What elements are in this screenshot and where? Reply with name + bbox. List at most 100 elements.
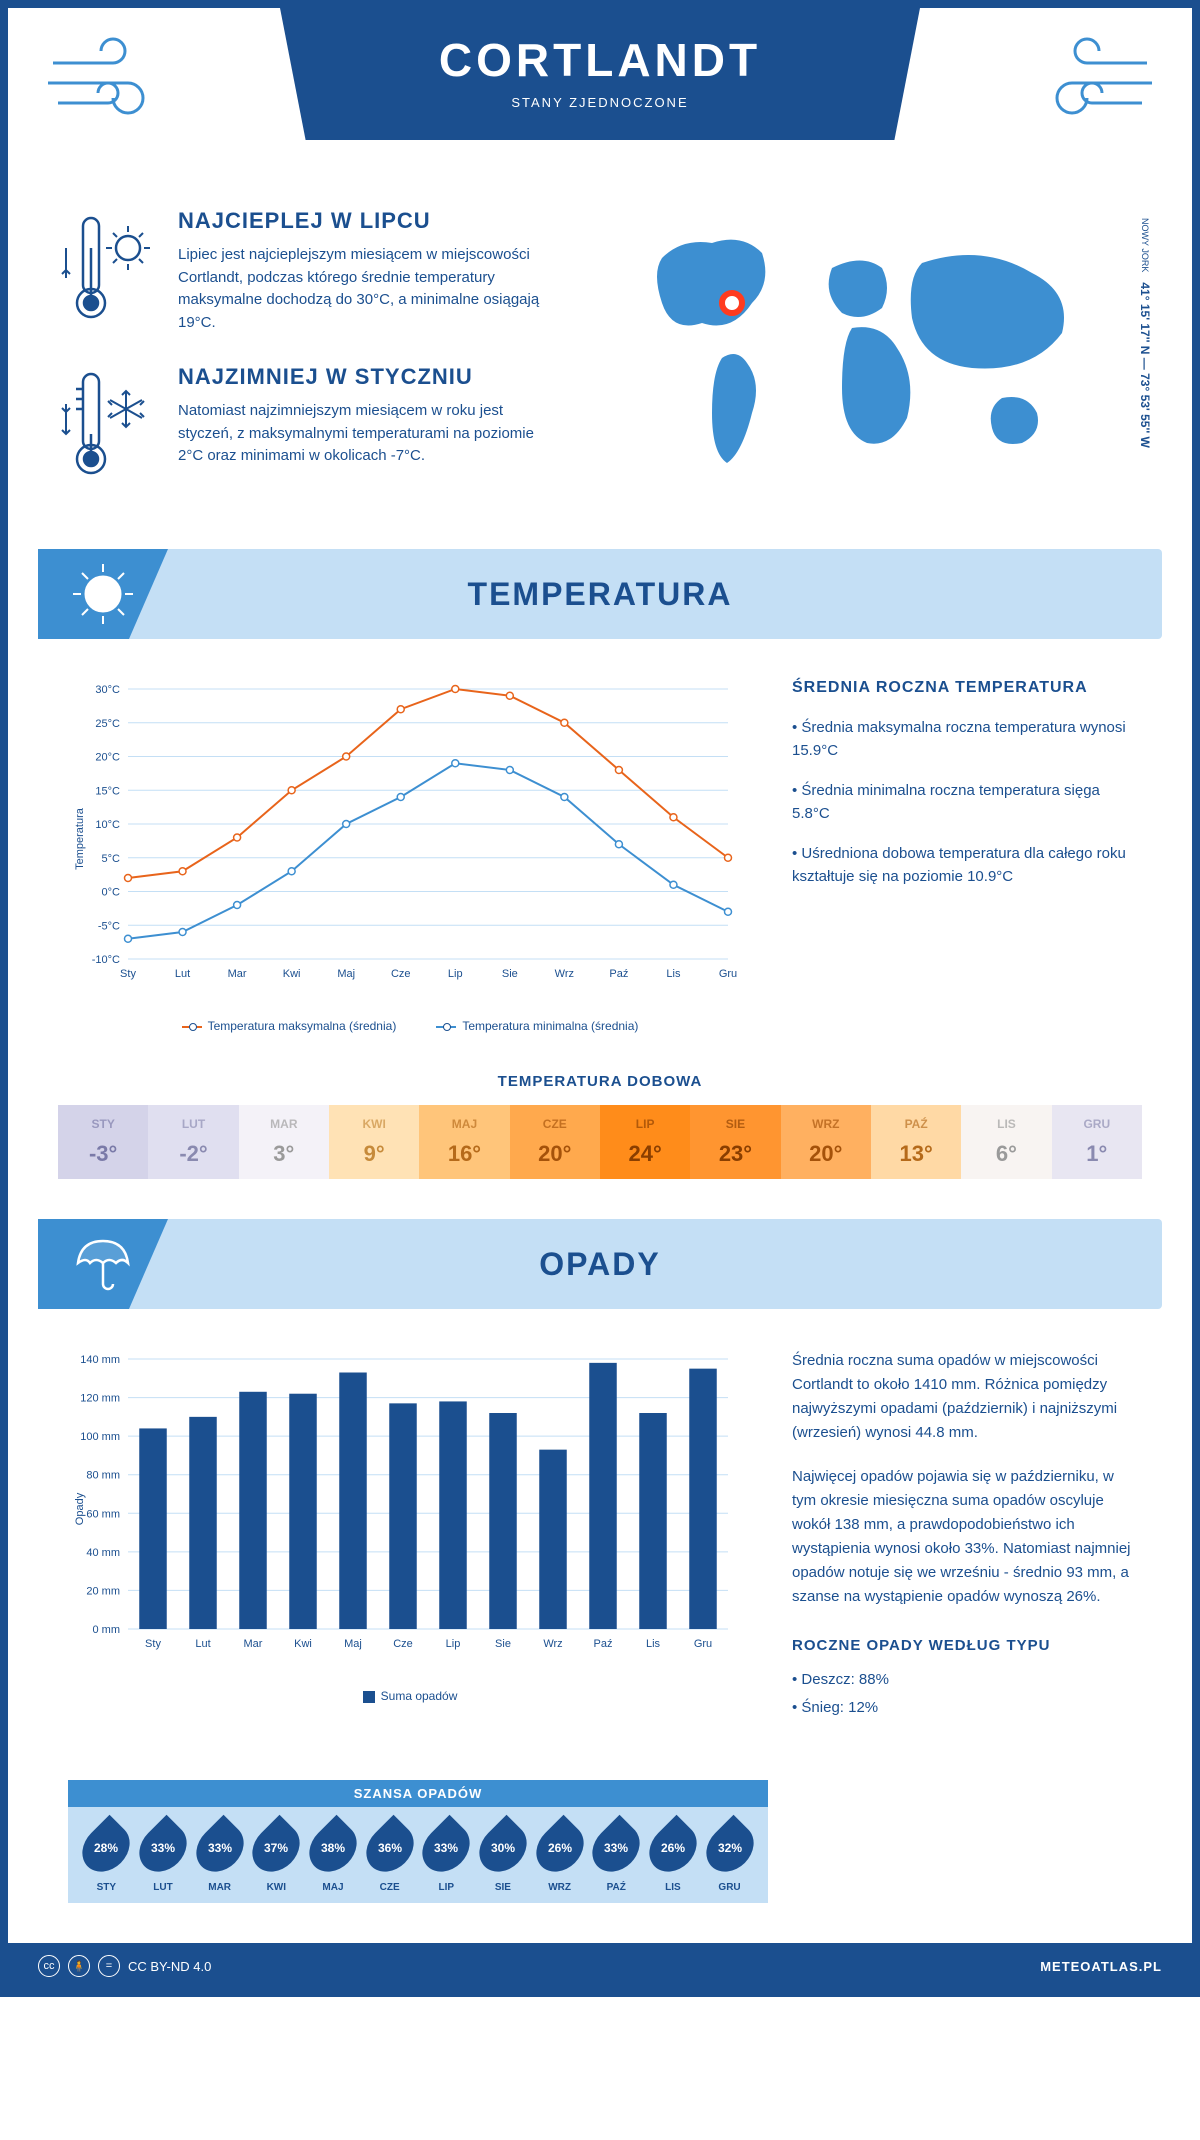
svg-text:20°C: 20°C bbox=[95, 752, 120, 764]
svg-text:-10°C: -10°C bbox=[92, 954, 120, 966]
svg-text:Maj: Maj bbox=[337, 968, 355, 980]
precip-chance-box: SZANSA OPADÓW 28%STY33%LUT33%MAR37%KWI38… bbox=[68, 1780, 768, 1903]
chance-drop: 37%KWI bbox=[255, 1822, 297, 1893]
city-name: CORTLANDT bbox=[280, 33, 920, 87]
temperature-chart: -10°C-5°C0°C5°C10°C15°C20°C25°C30°CStyLu… bbox=[68, 679, 752, 1033]
precip-legend: Suma opadów bbox=[68, 1689, 752, 1703]
cc-icon: cc bbox=[38, 1955, 60, 1977]
daily-cell: CZE20° bbox=[510, 1105, 600, 1179]
precip-title: OPADY bbox=[539, 1246, 660, 1283]
svg-text:Lut: Lut bbox=[175, 968, 190, 980]
svg-text:Lip: Lip bbox=[446, 1638, 461, 1650]
license: cc 🧍 = CC BY-ND 4.0 bbox=[38, 1955, 211, 1977]
umbrella-icon bbox=[38, 1219, 168, 1309]
svg-text:Lip: Lip bbox=[448, 968, 463, 980]
precip-info: Średnia roczna suma opadów w miejscowośc… bbox=[792, 1349, 1132, 1740]
svg-text:Opady: Opady bbox=[74, 1492, 86, 1525]
chance-drop: 30%SIE bbox=[482, 1822, 524, 1893]
svg-text:Gru: Gru bbox=[719, 968, 737, 980]
header: CORTLANDT STANY ZJEDNOCZONE bbox=[8, 8, 1192, 208]
chance-drop: 26%LIS bbox=[652, 1822, 694, 1893]
chance-title: SZANSA OPADÓW bbox=[68, 1780, 768, 1807]
thermometer-hot-icon bbox=[58, 208, 158, 334]
daily-temp-title: TEMPERATURA DOBOWA bbox=[8, 1073, 1192, 1090]
intro-section: NAJCIEPLEJ W LIPCU Lipiec jest najcieple… bbox=[8, 208, 1192, 549]
wind-icon-right bbox=[1027, 33, 1157, 128]
svg-text:140 mm: 140 mm bbox=[80, 1354, 120, 1366]
svg-text:Gru: Gru bbox=[694, 1638, 712, 1650]
svg-text:Mar: Mar bbox=[244, 1638, 263, 1650]
chance-drop: 33%LUT bbox=[142, 1822, 184, 1893]
chance-drop: 33%PAŹ bbox=[595, 1822, 637, 1893]
wind-icon-left bbox=[43, 33, 173, 128]
svg-text:Cze: Cze bbox=[391, 968, 411, 980]
by-icon: 🧍 bbox=[68, 1955, 90, 1977]
svg-text:Mar: Mar bbox=[228, 968, 247, 980]
svg-text:0 mm: 0 mm bbox=[93, 1624, 121, 1636]
country-name: STANY ZJEDNOCZONE bbox=[280, 95, 920, 110]
daily-cell: WRZ20° bbox=[781, 1105, 871, 1179]
temperature-title: TEMPERATURA bbox=[468, 576, 733, 613]
svg-text:30°C: 30°C bbox=[95, 684, 120, 696]
svg-text:Lis: Lis bbox=[646, 1638, 661, 1650]
daily-cell: PAŹ13° bbox=[871, 1105, 961, 1179]
svg-text:Wrz: Wrz bbox=[555, 968, 574, 980]
svg-text:60 mm: 60 mm bbox=[86, 1508, 120, 1520]
precip-chart: 0 mm 20 mm 40 mm 60 mm 80 mm 100 mm 120 mm 140 … bbox=[68, 1349, 752, 1740]
coordinates: NOWY JORK 41° 15' 17'' N — 73° 53' 55'' … bbox=[1138, 218, 1152, 448]
daily-cell: GRU1° bbox=[1052, 1105, 1142, 1179]
daily-cell: MAR3° bbox=[239, 1105, 329, 1179]
svg-text:Temperatura: Temperatura bbox=[74, 807, 86, 870]
svg-text:40 mm: 40 mm bbox=[86, 1547, 120, 1559]
daily-cell: MAJ16° bbox=[419, 1105, 509, 1179]
precip-section-header: OPADY bbox=[38, 1219, 1162, 1309]
coldest-block: NAJZIMNIEJ W STYCZNIU Natomiast najzimni… bbox=[58, 364, 592, 489]
nd-icon: = bbox=[98, 1955, 120, 1977]
sun-icon bbox=[38, 549, 168, 639]
chance-drop: 36%CZE bbox=[369, 1822, 411, 1893]
chance-drop: 26%WRZ bbox=[539, 1822, 581, 1893]
daily-cell: LIP24° bbox=[600, 1105, 690, 1179]
temperature-section-header: TEMPERATURA bbox=[38, 549, 1162, 639]
hottest-block: NAJCIEPLEJ W LIPCU Lipiec jest najcieple… bbox=[58, 208, 592, 334]
title-banner: CORTLANDT STANY ZJEDNOCZONE bbox=[280, 8, 920, 140]
svg-text:Kwi: Kwi bbox=[294, 1638, 312, 1650]
footer: cc 🧍 = CC BY-ND 4.0 METEOATLAS.PL bbox=[8, 1943, 1192, 1989]
svg-text:Maj: Maj bbox=[344, 1638, 362, 1650]
svg-text:Kwi: Kwi bbox=[283, 968, 301, 980]
daily-cell: LIS6° bbox=[961, 1105, 1051, 1179]
svg-text:Wrz: Wrz bbox=[543, 1638, 562, 1650]
site-name: METEOATLAS.PL bbox=[1040, 1959, 1162, 1974]
svg-text:Sie: Sie bbox=[495, 1638, 511, 1650]
temperature-legend: Temperatura maksymalna (średnia) Tempera… bbox=[68, 1019, 752, 1033]
world-map bbox=[622, 208, 1102, 488]
svg-text:15°C: 15°C bbox=[95, 785, 120, 797]
temp-info-title: ŚREDNIA ROCZNA TEMPERATURA bbox=[792, 679, 1132, 697]
daily-cell: STY-3° bbox=[58, 1105, 148, 1179]
infographic-frame: CORTLANDT STANY ZJEDNOCZONE NAJCIEPLEJ W… bbox=[0, 0, 1200, 1997]
hottest-text: Lipiec jest najcieplejszym miesiącem w m… bbox=[178, 244, 558, 334]
svg-text:Paź: Paź bbox=[609, 968, 628, 980]
chance-drop: 38%MAJ bbox=[312, 1822, 354, 1893]
svg-text:-5°C: -5°C bbox=[98, 920, 120, 932]
daily-cell: KWI9° bbox=[329, 1105, 419, 1179]
svg-text:20 mm: 20 mm bbox=[86, 1585, 120, 1597]
thermometer-cold-icon bbox=[58, 364, 158, 489]
coldest-title: NAJZIMNIEJ W STYCZNIU bbox=[178, 364, 558, 390]
svg-text:Paź: Paź bbox=[594, 1638, 613, 1650]
svg-text:Lut: Lut bbox=[195, 1638, 210, 1650]
svg-text:Cze: Cze bbox=[393, 1638, 413, 1650]
svg-text:0°C: 0°C bbox=[102, 887, 121, 899]
daily-cell: SIE23° bbox=[690, 1105, 780, 1179]
svg-text:Sie: Sie bbox=[502, 968, 518, 980]
daily-cell: LUT-2° bbox=[148, 1105, 238, 1179]
svg-text:25°C: 25°C bbox=[95, 718, 120, 730]
svg-text:5°C: 5°C bbox=[102, 853, 121, 865]
precip-type-title: ROCZNE OPADY WEDŁUG TYPU bbox=[792, 1634, 1132, 1658]
svg-text:80 mm: 80 mm bbox=[86, 1470, 120, 1482]
svg-text:120 mm: 120 mm bbox=[80, 1393, 120, 1405]
svg-text:Sty: Sty bbox=[120, 968, 136, 980]
svg-text:100 mm: 100 mm bbox=[80, 1431, 120, 1443]
chance-drop: 33%LIP bbox=[425, 1822, 467, 1893]
daily-temp-row: STY-3°LUT-2°MAR3°KWI9°MAJ16°CZE20°LIP24°… bbox=[58, 1105, 1142, 1179]
